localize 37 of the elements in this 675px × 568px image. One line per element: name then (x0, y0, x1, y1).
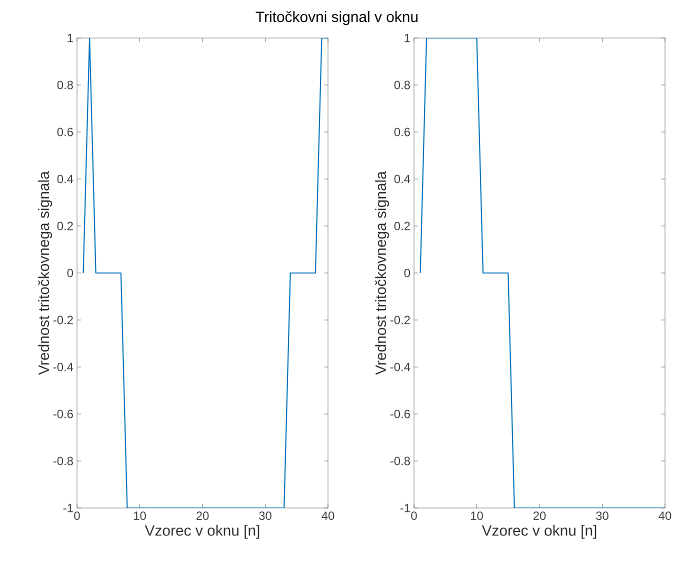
x-tick-label: 10 (471, 512, 483, 520)
y-tick-label: 0 (404, 268, 410, 278)
y-tick-label: 0.8 (394, 80, 410, 90)
x-tick-label: 10 (134, 512, 146, 520)
y-tick-label: 0.4 (57, 174, 74, 184)
x-tick-label: 0 (74, 512, 80, 520)
x-tick-label: 0 (411, 512, 417, 520)
y-tick-label: -0.4 (390, 362, 410, 372)
x-tick-label: 20 (533, 512, 546, 520)
x-tick-label: 40 (658, 512, 672, 520)
y-tick-label: -0.8 (390, 456, 410, 466)
y-tick-label: -1 (400, 504, 410, 512)
y-tick-label: 1 (404, 34, 410, 42)
y-tick-label: -0.2 (390, 316, 410, 324)
y-tick-label: 0.8 (57, 80, 73, 90)
x-axis-title: Vzorec v oknu [n] (144, 524, 260, 539)
x-tick-label: 40 (322, 512, 334, 520)
y-tick-label: -0.6 (390, 410, 410, 418)
y-tick-label: 1 (68, 34, 73, 42)
y-axis-title: Vrednost tritočkovnega signala (375, 171, 390, 375)
x-axis-title: Vzorec v oknu [n] (482, 524, 596, 539)
y-tick-label: 0.2 (394, 222, 410, 230)
chart-title: Tritočkovni signal v oknu (256, 11, 418, 26)
x-tick-label: 20 (196, 512, 209, 520)
x-tick-label: 30 (259, 512, 272, 520)
x-tick-label: 30 (596, 512, 608, 520)
y-tick-label: -1 (63, 504, 73, 512)
y-tick-label: 0 (67, 268, 74, 278)
y-tick-label: 0.6 (394, 128, 410, 136)
y-tick-label: -0.8 (53, 456, 73, 466)
y-tick-label: 0.4 (394, 174, 410, 184)
y-tick-label: 0.6 (57, 128, 73, 136)
y-tick-label: 0.2 (57, 222, 73, 230)
y-axis-title: Vrednost tritočkovnega signala (38, 171, 52, 375)
y-tick-label: -0.6 (53, 410, 73, 418)
y-tick-label: -0.2 (53, 316, 73, 324)
y-tick-label: -0.4 (53, 362, 74, 372)
